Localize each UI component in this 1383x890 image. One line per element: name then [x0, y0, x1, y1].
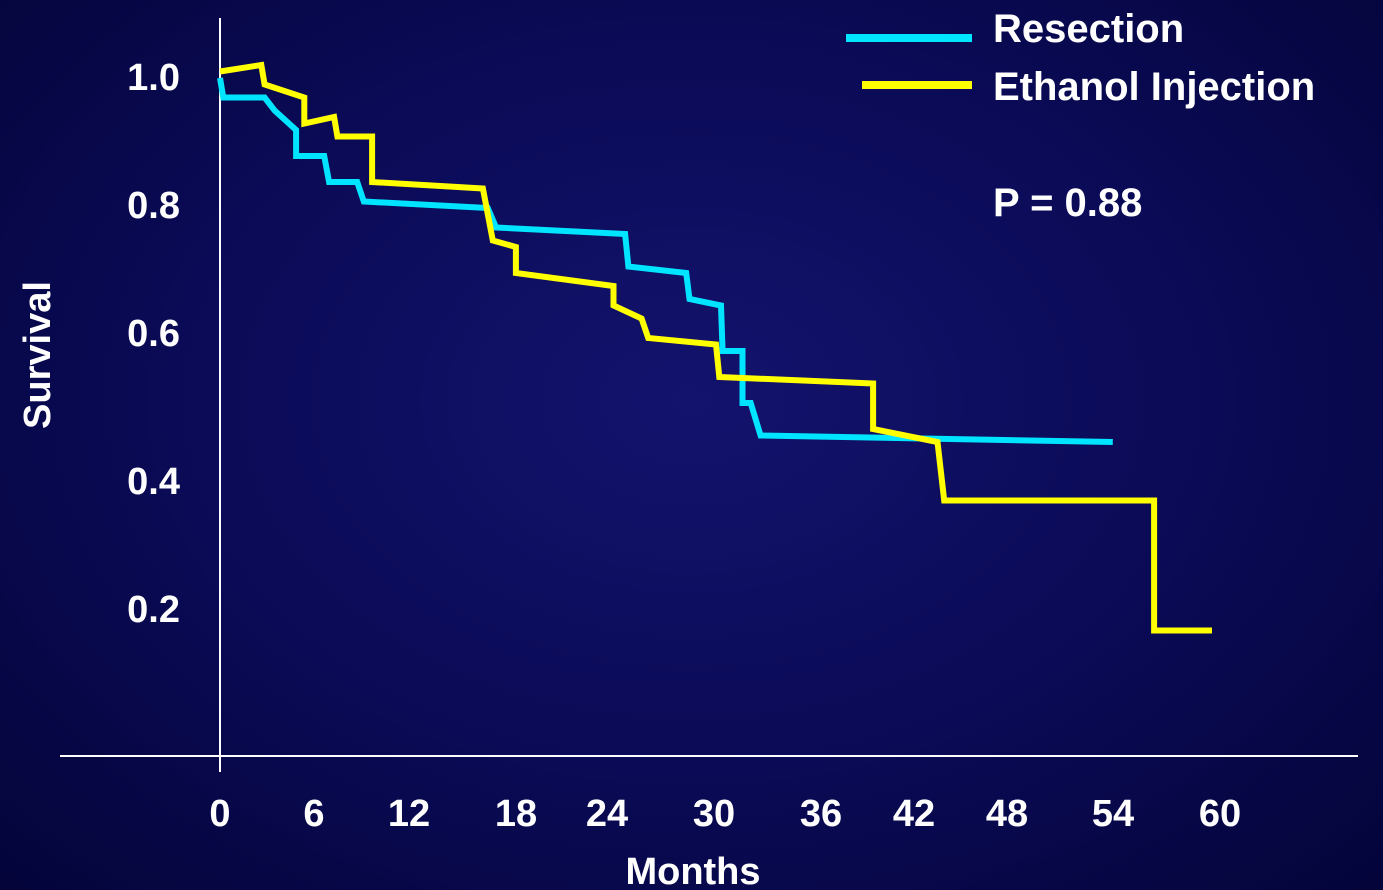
y-tick-label: 0.2	[127, 589, 180, 631]
x-tick-label: 0	[209, 793, 230, 835]
series-line-ethanol-injection	[219, 61, 1212, 634]
x-axis-title: Months	[625, 851, 760, 890]
y-tick-labels: 1.0 0.8 0.6 0.4 0.2	[127, 57, 180, 631]
p-value-annotation: P = 0.88	[993, 181, 1142, 225]
x-tick-label: 54	[1092, 793, 1134, 835]
legend-label-ethanol-injection: Ethanol Injection	[993, 65, 1315, 109]
x-tick-label: 18	[495, 793, 537, 835]
y-axis-title: Survival	[17, 281, 59, 429]
y-tick-label: 1.0	[127, 57, 180, 99]
x-tick-label: 6	[303, 793, 324, 835]
x-tick-labels: 0 6 12 18 24 30 36 42 48 54 60	[209, 793, 1241, 835]
x-tick-label: 24	[586, 793, 628, 835]
series-line-resection	[217, 77, 1113, 445]
x-tick-label: 48	[986, 793, 1028, 835]
y-tick-label: 0.8	[127, 185, 180, 227]
y-tick-label: 0.4	[127, 461, 180, 503]
legend: Resection Ethanol Injection	[846, 7, 1315, 109]
legend-label-resection: Resection	[993, 7, 1184, 51]
x-tick-label: 12	[388, 793, 430, 835]
x-tick-label: 42	[893, 793, 935, 835]
x-tick-label: 60	[1199, 793, 1241, 835]
x-tick-label: 30	[693, 793, 735, 835]
x-tick-label: 36	[800, 793, 842, 835]
y-tick-label: 0.6	[127, 313, 180, 355]
